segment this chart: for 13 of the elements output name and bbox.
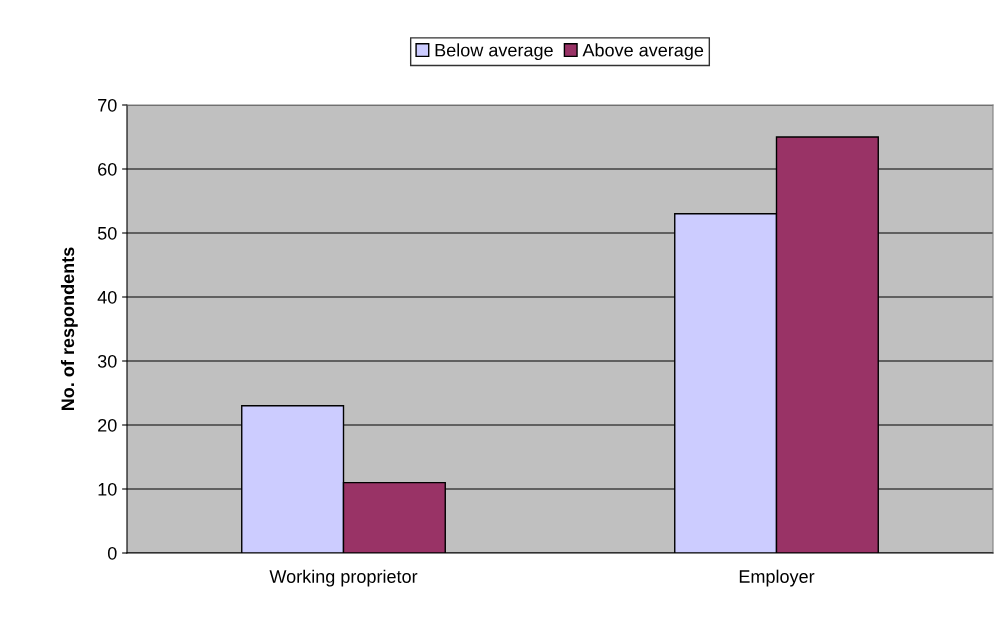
y-tick-label: 20 <box>98 418 117 432</box>
y-tick-label: 40 <box>97 290 117 304</box>
y-tick-label: 30 <box>97 354 117 368</box>
y-tick-label: 70 <box>98 98 117 112</box>
legend-label: Above average <box>582 43 704 61</box>
y-tick-label: 0 <box>107 546 117 560</box>
y-axis-title: No. of respondents <box>60 247 78 411</box>
y-tick-label: 50 <box>97 226 117 240</box>
legend-label: Below average <box>435 43 553 61</box>
y-tick-label: 60 <box>98 162 117 176</box>
y-tick-label: 10 <box>98 482 117 496</box>
x-tick-label: Working proprietor <box>269 569 418 587</box>
x-tick-label: Employer <box>739 569 815 587</box>
